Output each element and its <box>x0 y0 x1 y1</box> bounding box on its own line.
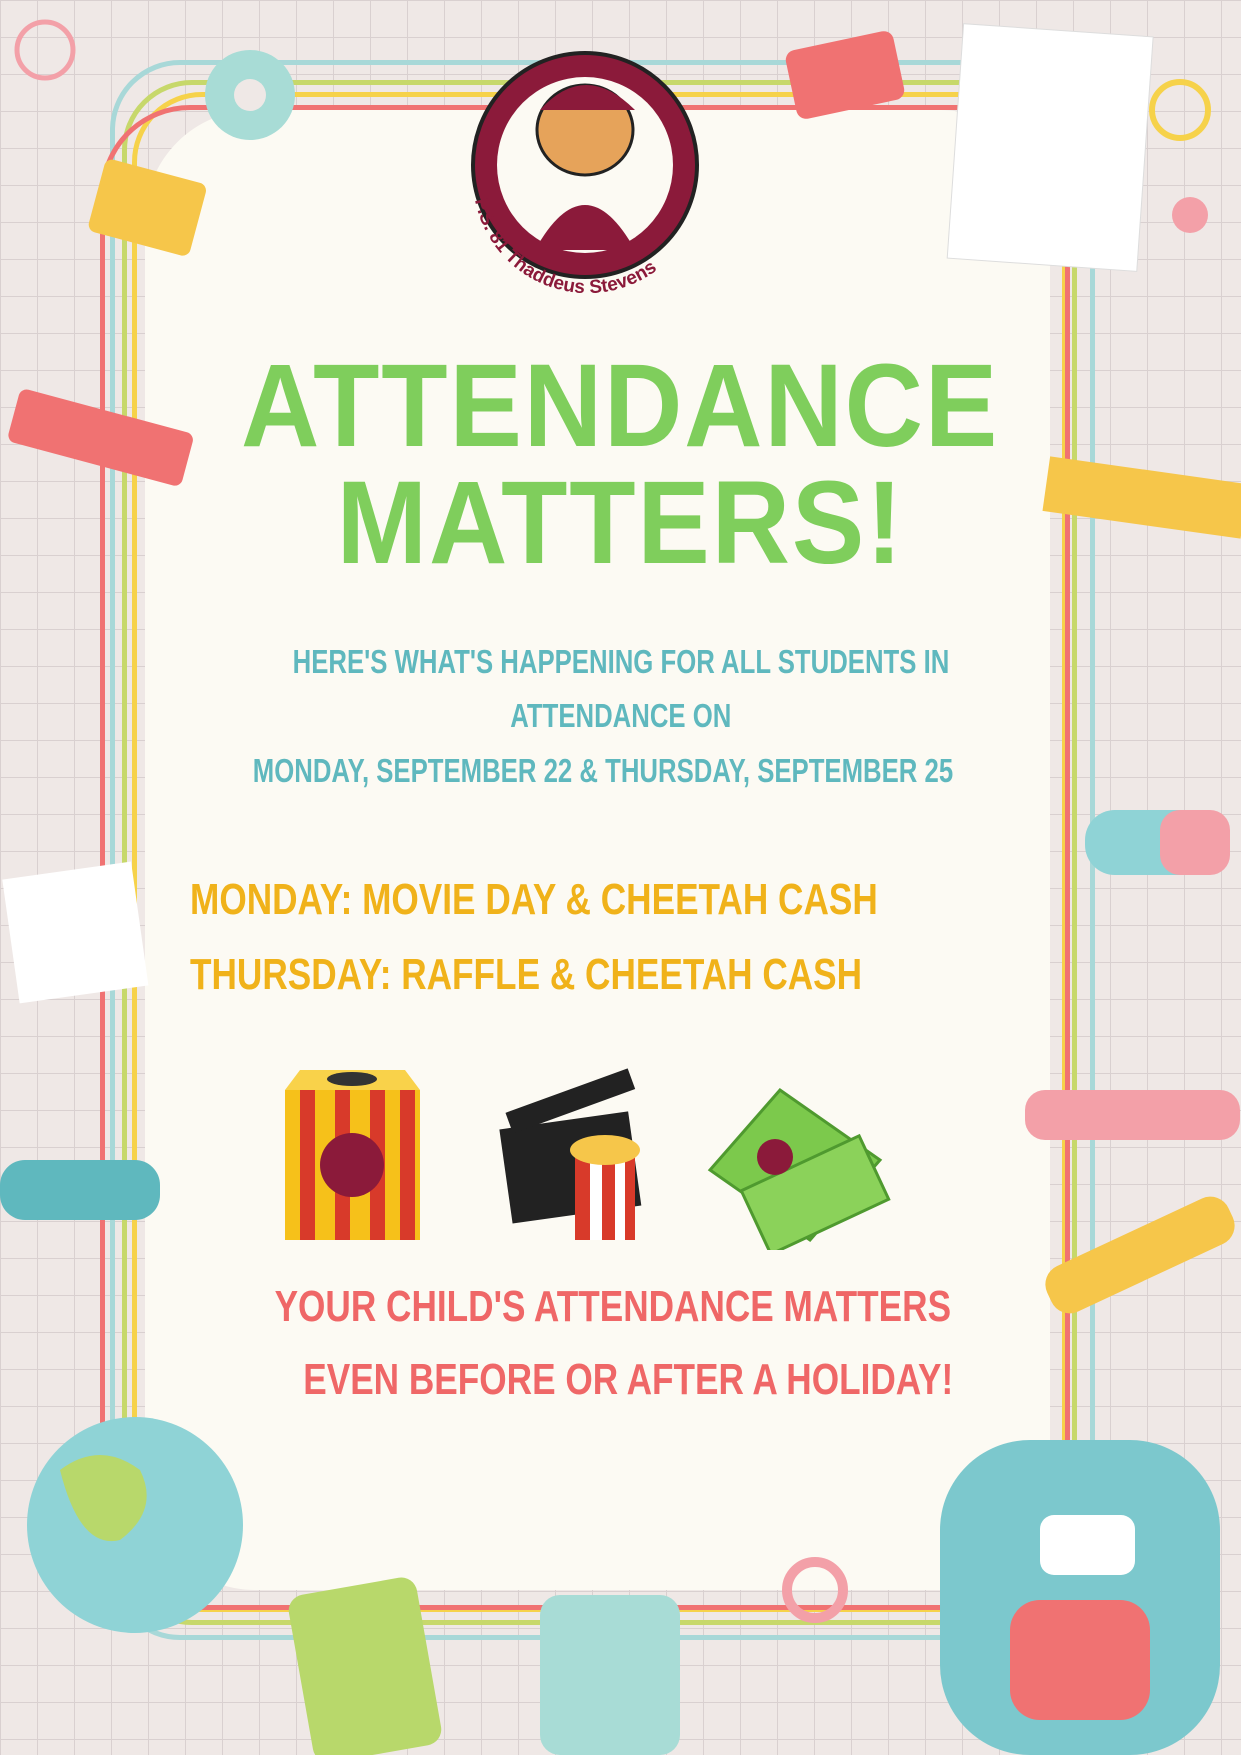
event-icons <box>285 1068 891 1250</box>
content-panel <box>145 110 1050 1590</box>
stapler-icon <box>0 1160 160 1220</box>
crayon-icon <box>8 389 193 486</box>
movie-clapper-popcorn-icon <box>499 1068 642 1240</box>
pencil-cup-icon <box>540 1595 680 1755</box>
cheetah-cash-icon <box>707 1087 891 1250</box>
binder-clip-icon <box>88 159 206 256</box>
footer-line-2: EVEN BEFORE OR AFTER A HOLIDAY! <box>303 1355 954 1404</box>
ruler-icon <box>1042 456 1241 539</box>
sharpener-icon <box>785 31 905 119</box>
spiral-icon <box>1149 79 1211 141</box>
pushpin-icon <box>1172 197 1208 233</box>
school-logo: P.S. 81 Thaddeus Stevens <box>470 51 699 298</box>
intro-line-2: ATTENDANCE ON <box>509 697 732 734</box>
title-line-2: MATTERS! <box>336 457 905 589</box>
footer-line-1: YOUR CHILD'S ATTENDANCE MATTERS <box>274 1282 951 1331</box>
sticky-note-icon <box>2 861 149 1004</box>
intro-line-1: HERE'S WHAT'S HAPPENING FOR ALL STUDENTS… <box>292 643 949 680</box>
intro-line-3: MONDAY, SEPTEMBER 22 & THURSDAY, SEPTEMB… <box>252 752 953 789</box>
raffle-box-icon <box>285 1070 420 1240</box>
paintbrush-icon <box>1045 1196 1235 1314</box>
event-monday: MONDAY: MOVIE DAY & CHEETAH CASH <box>190 875 878 924</box>
scissors-icon <box>782 1557 848 1623</box>
event-thursday: THURSDAY: RAFFLE & CHEETAH CASH <box>190 950 863 999</box>
title-line-1: ATTENDANCE <box>241 340 1000 472</box>
pen-icon <box>1025 1090 1240 1140</box>
calculator-icon <box>288 1577 442 1755</box>
spiral-icon <box>14 19 76 81</box>
notepad-icon <box>946 23 1154 272</box>
